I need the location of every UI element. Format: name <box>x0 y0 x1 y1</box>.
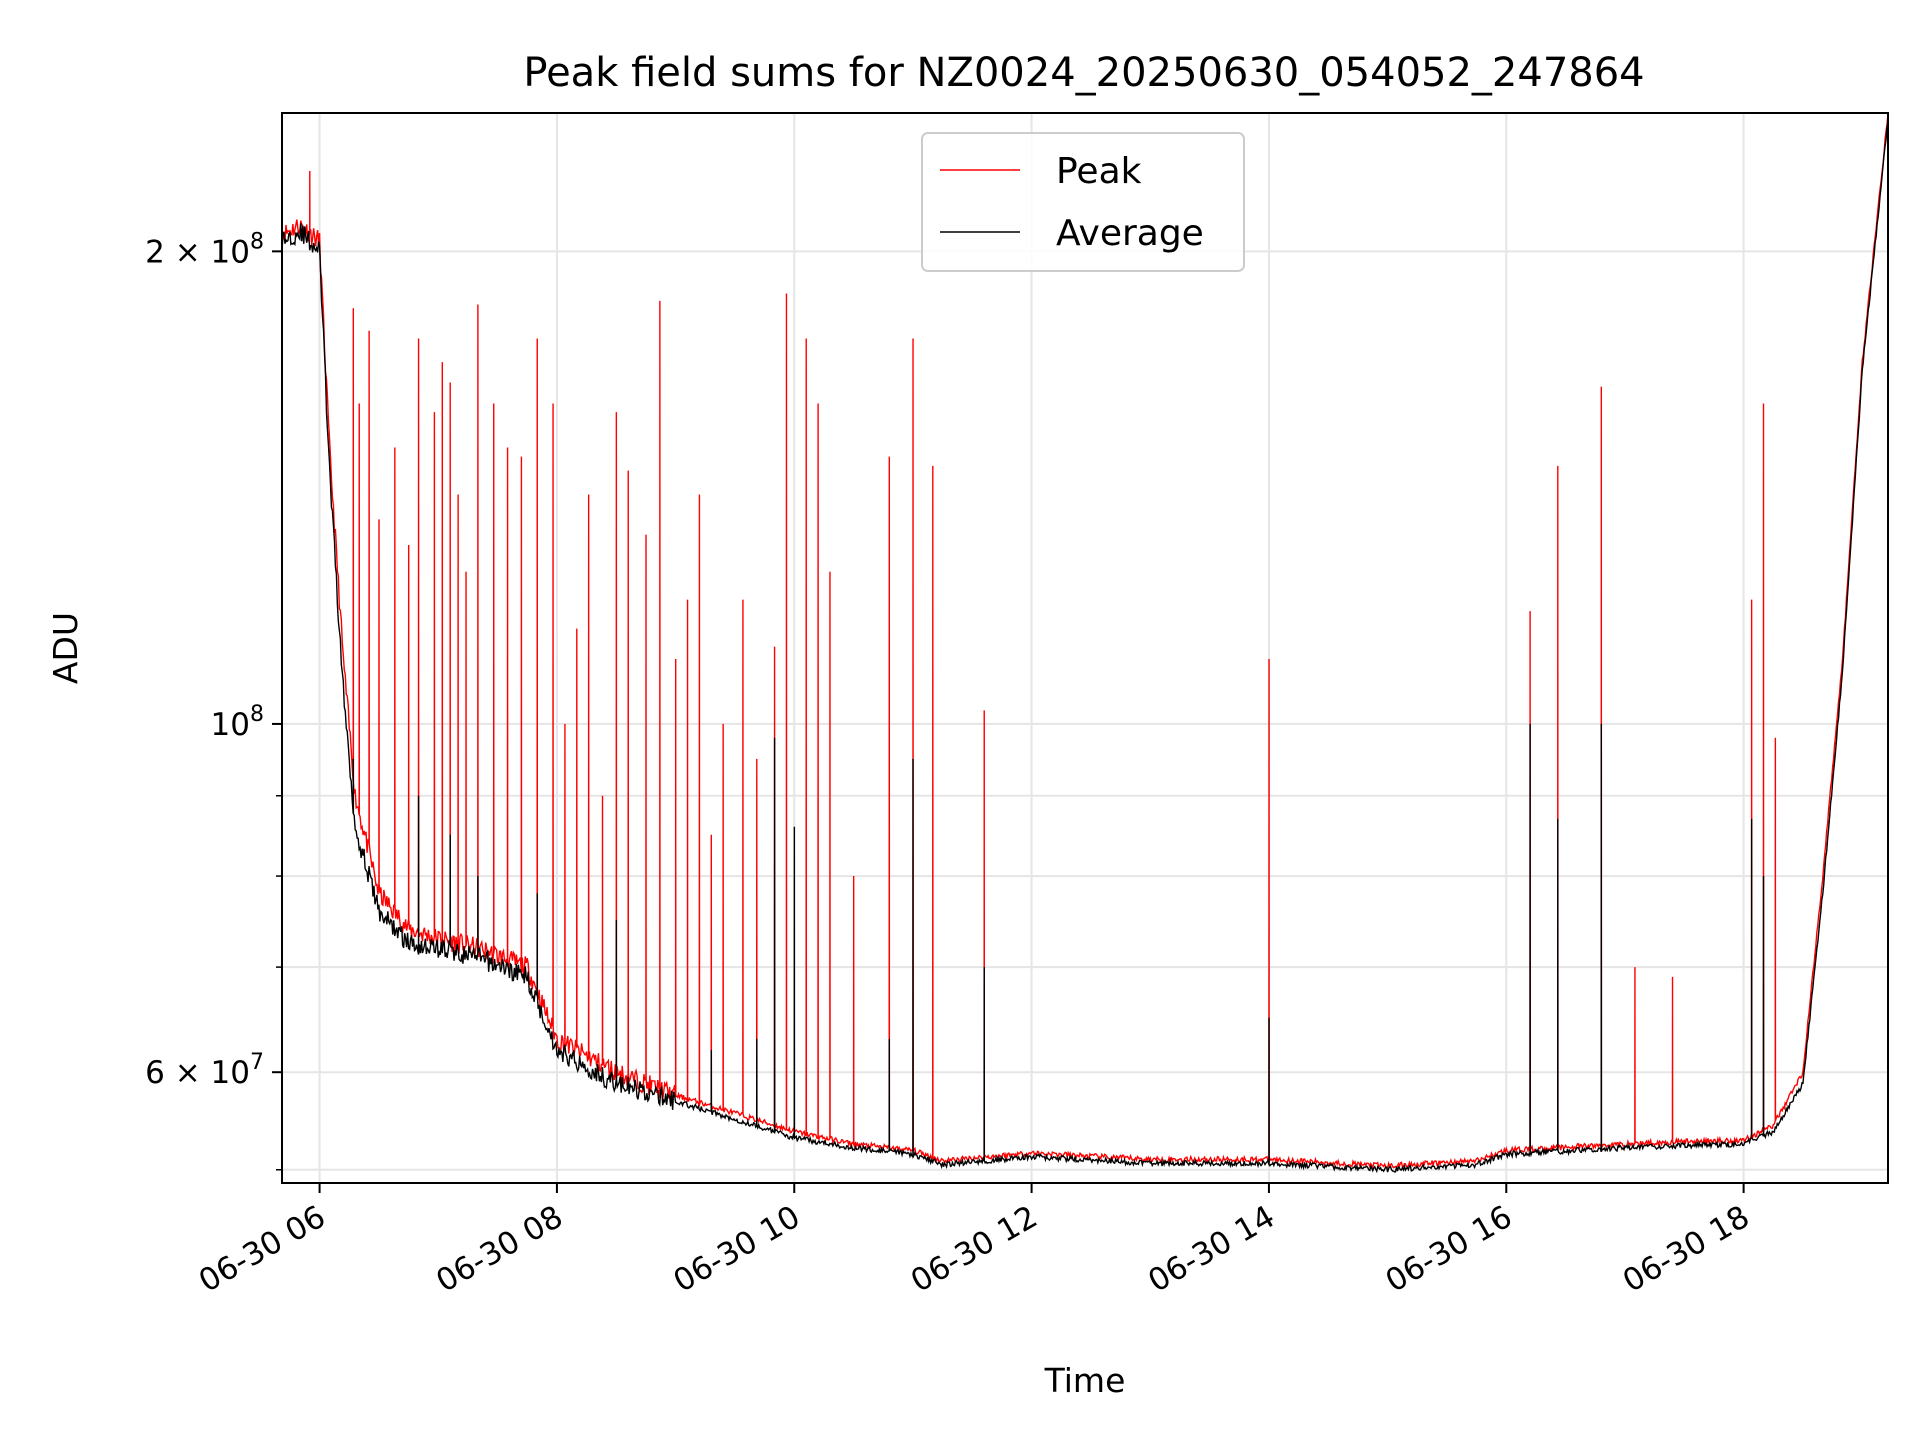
y-tick-mantissa: 6 × 10 <box>145 1055 250 1091</box>
y-tick-label: 6 × 107 <box>145 1050 264 1091</box>
plot-area <box>281 112 1889 1174</box>
y-tick-exponent: 8 <box>250 702 264 727</box>
plot-frame <box>281 112 1889 1184</box>
series-line-peak <box>281 112 1889 1169</box>
y-tick-exponent: 8 <box>250 229 264 254</box>
x-axis-label: Time <box>1044 1361 1126 1400</box>
legend-label: Peak <box>1056 151 1142 192</box>
y-tick-mantissa: 2 × 10 <box>145 234 250 270</box>
chart-title: Peak field sums for NZ0024_20250630_0540… <box>523 50 1644 96</box>
legend-label: Average <box>1056 213 1204 254</box>
legend-box <box>921 132 1245 272</box>
y-tick-label: 2 × 108 <box>145 229 264 270</box>
series-line-average <box>281 121 1889 1174</box>
y-tick-mantissa: 10 <box>211 707 250 743</box>
y-tick-exponent: 7 <box>250 1050 264 1075</box>
legend: Peak Average <box>921 132 1245 272</box>
y-tick-label: 108 <box>211 702 264 743</box>
y-axis-label: ADU <box>46 612 85 684</box>
